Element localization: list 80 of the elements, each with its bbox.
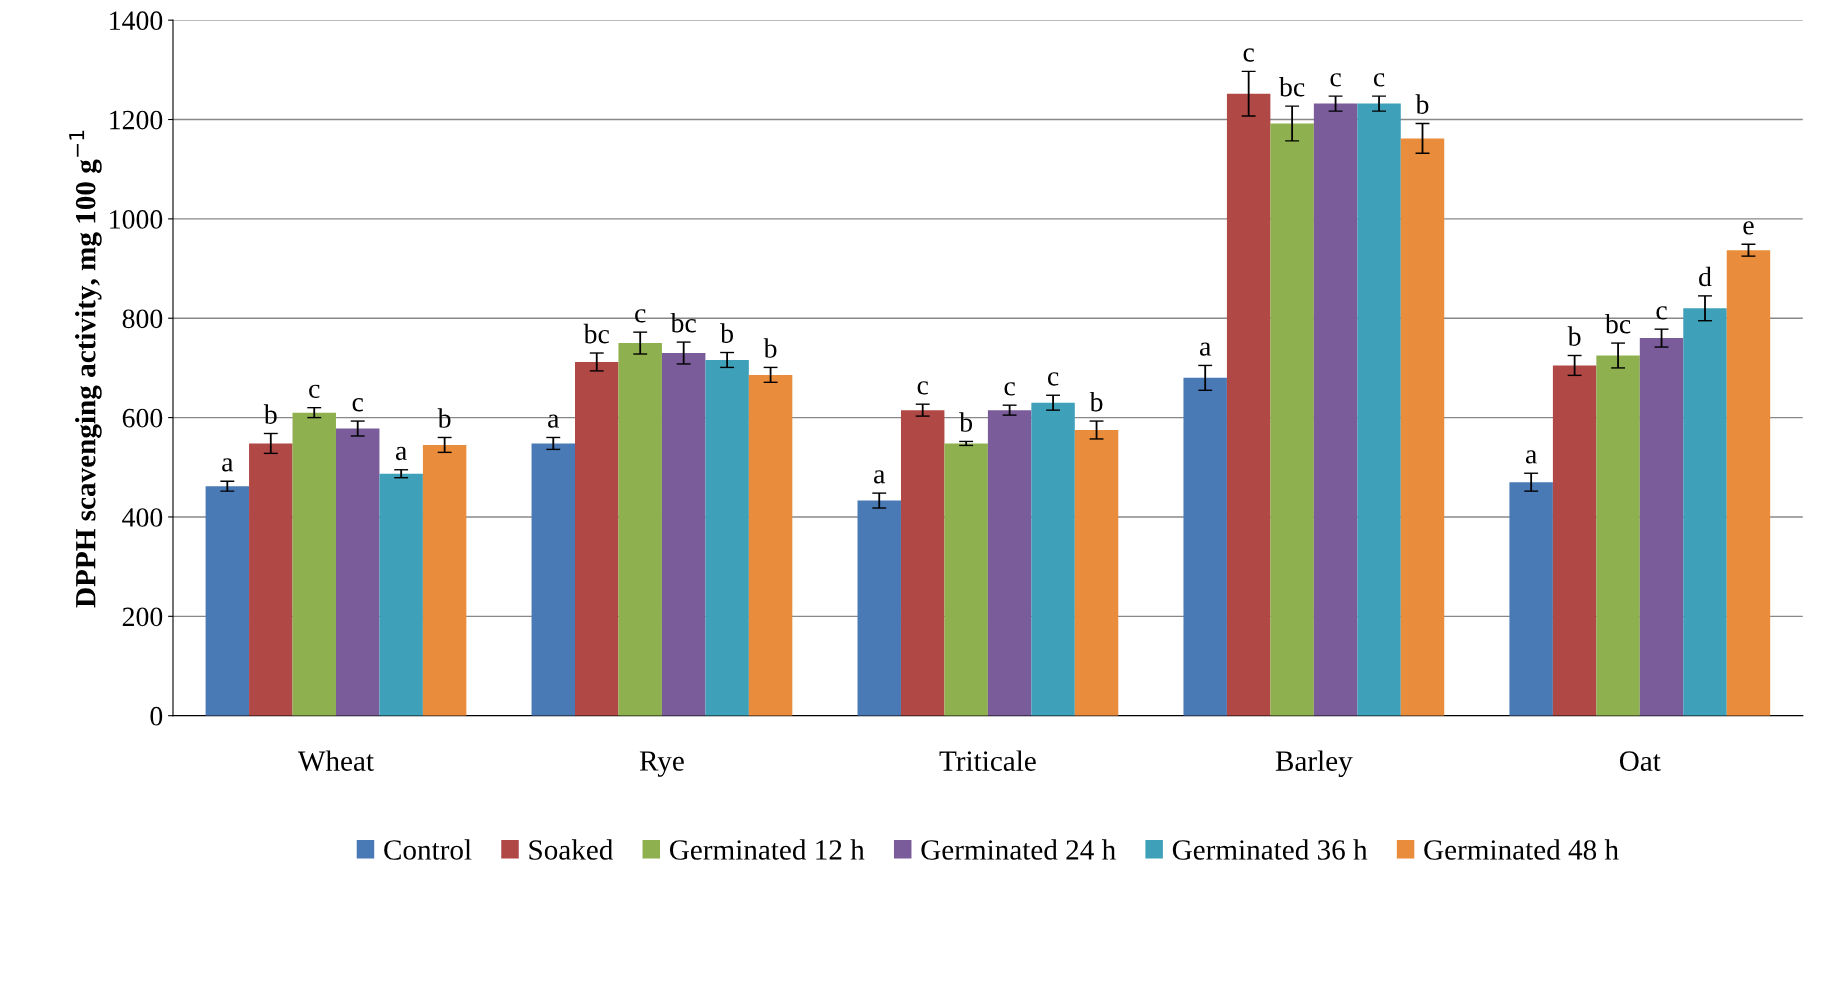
data-label: a bbox=[1525, 450, 1537, 464]
data-label: a bbox=[1200, 342, 1211, 356]
bar bbox=[575, 361, 619, 716]
data-label: b bbox=[720, 323, 734, 343]
data-label: b bbox=[1415, 94, 1429, 114]
y-tick-label: 1200 bbox=[110, 110, 163, 130]
bar bbox=[1400, 138, 1445, 716]
bar bbox=[705, 359, 749, 716]
x-tick-label: Wheat bbox=[297, 750, 374, 772]
bar bbox=[422, 444, 467, 716]
bar bbox=[748, 374, 793, 716]
bar bbox=[900, 410, 945, 716]
bar bbox=[1596, 355, 1640, 716]
y-tick-label: 1400 bbox=[110, 11, 163, 31]
bar bbox=[1509, 482, 1553, 716]
bar bbox=[987, 410, 1032, 716]
bar bbox=[1357, 103, 1401, 716]
y-tick-label: 600 bbox=[122, 408, 163, 428]
x-tick-label: Rye bbox=[639, 751, 684, 777]
bar bbox=[1313, 103, 1358, 716]
data-label: c bbox=[635, 309, 646, 323]
legend-label: Germinated 36 h bbox=[1172, 839, 1368, 860]
y-tick-label: 0 bbox=[150, 706, 163, 726]
data-label: c bbox=[1047, 372, 1059, 386]
data-label: bc bbox=[670, 312, 696, 333]
y-tick-label: 800 bbox=[122, 309, 163, 329]
data-label: c bbox=[917, 381, 929, 395]
x-tick-label: Triticale bbox=[939, 750, 1036, 771]
y-tick-label: 200 bbox=[122, 607, 163, 627]
bar bbox=[1726, 250, 1771, 716]
bar bbox=[1683, 308, 1727, 716]
bar bbox=[379, 473, 423, 716]
legend-label: Soaked bbox=[529, 839, 614, 860]
data-label: e bbox=[1743, 221, 1754, 235]
bar bbox=[1183, 377, 1227, 716]
x-tick-label: Oat bbox=[1619, 751, 1661, 771]
bar bbox=[857, 500, 901, 716]
x-tick-label: Barley bbox=[1275, 750, 1353, 777]
bar bbox=[618, 343, 662, 716]
bar bbox=[1639, 338, 1684, 716]
legend-label: Germinated 24 h bbox=[921, 839, 1116, 860]
data-label: c bbox=[1243, 48, 1254, 62]
legend-label: Germinated 12 h bbox=[669, 839, 865, 860]
data-label: b bbox=[1567, 326, 1581, 346]
bar bbox=[1031, 402, 1075, 716]
data-label: b bbox=[1089, 391, 1103, 412]
y-axis-title: DPPH scavenging activity, mg 100 g$^{−1}$ bbox=[69, 130, 102, 608]
bar bbox=[1074, 430, 1119, 716]
bar bbox=[1226, 93, 1271, 716]
data-label: d bbox=[1699, 266, 1712, 287]
bar bbox=[531, 443, 576, 716]
bar bbox=[205, 486, 250, 716]
legend-label: Germinated 48 h bbox=[1424, 839, 1619, 860]
bar bbox=[249, 443, 293, 716]
data-label: bc bbox=[583, 323, 609, 344]
bar bbox=[944, 443, 988, 716]
data-label: bc bbox=[1279, 76, 1305, 97]
data-label: c bbox=[1373, 73, 1385, 87]
data-label: b bbox=[763, 338, 777, 358]
y-tick-label: 400 bbox=[122, 508, 163, 527]
bar bbox=[1270, 123, 1314, 716]
data-label: a bbox=[548, 414, 560, 428]
data-label: c bbox=[1330, 73, 1341, 87]
data-label: c bbox=[1004, 382, 1015, 396]
bar bbox=[661, 353, 706, 716]
data-label: b bbox=[437, 408, 451, 428]
data-label: bc bbox=[1604, 313, 1631, 334]
bar bbox=[335, 428, 380, 716]
data-label: b bbox=[263, 404, 277, 424]
legend-label: Control bbox=[384, 839, 472, 860]
data-label: a bbox=[222, 458, 234, 472]
bar bbox=[292, 412, 336, 716]
data-label: c bbox=[309, 384, 320, 399]
y-tick-label: 1000 bbox=[110, 210, 163, 229]
data-label: c bbox=[1656, 306, 1667, 320]
data-label: a bbox=[395, 446, 407, 461]
data-label: b bbox=[959, 412, 973, 432]
bar bbox=[1552, 365, 1597, 716]
data-label: c bbox=[352, 398, 364, 412]
data-label: a bbox=[874, 470, 886, 484]
